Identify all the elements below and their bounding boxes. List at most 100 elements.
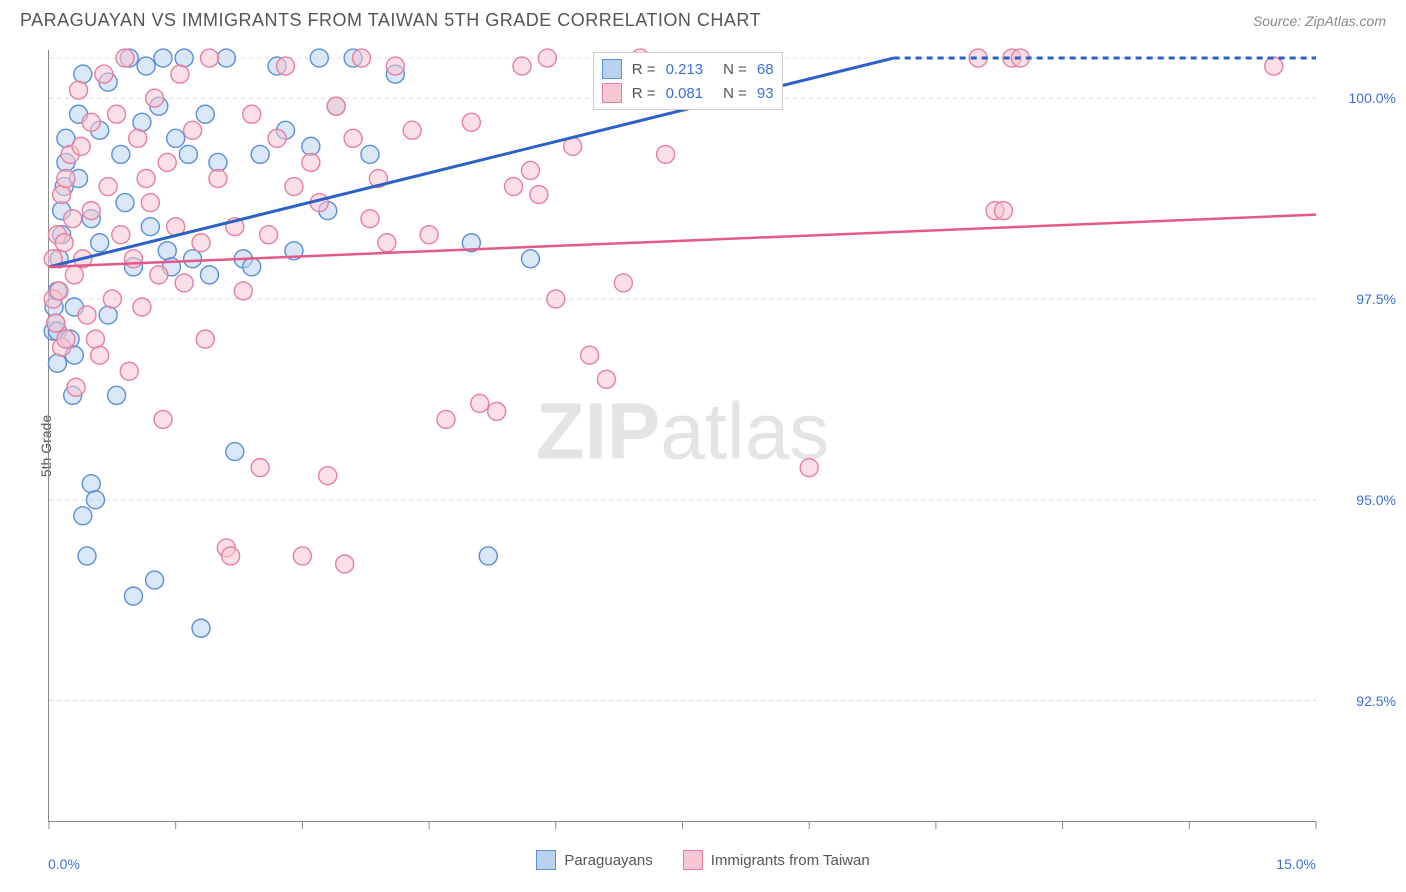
data-point [196,330,214,348]
data-point [124,250,142,268]
data-point [133,298,151,316]
legend-label: Immigrants from Taiwan [711,852,870,869]
correlation-row: R =0.081N =93 [602,81,774,105]
y-tick-label: 97.5% [1356,291,1396,307]
data-point [251,459,269,477]
legend-swatch-icon [602,59,622,79]
data-point [74,65,92,83]
data-point [471,394,489,412]
data-point [336,555,354,573]
n-label: N = [723,85,747,102]
n-label: N = [723,61,747,78]
data-point [310,49,328,67]
data-point [800,459,818,477]
data-point [72,137,90,155]
data-point [597,370,615,388]
legend-item: Paraguayans [536,850,652,870]
data-point [505,178,523,196]
data-point [175,49,193,67]
data-point [226,443,244,461]
data-point [112,145,130,163]
data-point [129,129,147,147]
data-point [488,402,506,420]
data-point [386,57,404,75]
y-tick-label: 100.0% [1349,90,1396,106]
data-point [146,571,164,589]
data-point [82,202,100,220]
data-point [184,121,202,139]
data-point [192,234,210,252]
data-point [116,49,134,67]
data-point [268,129,286,147]
data-point [99,306,117,324]
data-point [70,81,88,99]
data-point [547,290,565,308]
data-point [64,210,82,228]
data-point [78,547,96,565]
data-point [222,547,240,565]
data-point [614,274,632,292]
data-point [420,226,438,244]
data-point [302,137,320,155]
data-point [50,282,68,300]
data-point [353,49,371,67]
legend-swatch-icon [683,850,703,870]
n-value: 68 [757,61,774,78]
data-point [53,186,71,204]
data-point [175,274,193,292]
data-point [120,362,138,380]
correlation-row: R =0.213N =68 [602,57,774,81]
data-point [251,145,269,163]
data-point [103,290,121,308]
data-point [285,178,303,196]
data-point [154,49,172,67]
data-point [530,186,548,204]
data-point [91,346,109,364]
data-point [196,105,214,123]
data-point [243,105,261,123]
data-point [179,145,197,163]
data-point [277,57,295,75]
data-point [513,57,531,75]
data-point [260,226,278,244]
legend-item: Immigrants from Taiwan [683,850,870,870]
y-tick-label: 92.5% [1356,693,1396,709]
correlation-legend: R =0.213N =68R =0.081N =93 [593,52,783,110]
data-point [209,153,227,171]
data-point [158,242,176,260]
r-value: 0.081 [666,85,704,102]
data-point [200,49,218,67]
data-point [108,105,126,123]
data-point [108,386,126,404]
data-point [57,170,75,188]
legend-swatch-icon [602,83,622,103]
data-point [167,129,185,147]
data-point [378,234,396,252]
data-point [657,145,675,163]
data-point [200,266,218,284]
data-point [141,218,159,236]
data-point [116,194,134,212]
data-point [521,250,539,268]
data-point [538,49,556,67]
data-point [47,314,65,332]
data-point [994,202,1012,220]
svg-text:ZIPatlas: ZIPatlas [536,387,829,476]
data-point [150,266,168,284]
data-point [1265,57,1283,75]
data-point [361,210,379,228]
n-value: 93 [757,85,774,102]
data-point [403,121,421,139]
data-point [78,306,96,324]
data-point [48,354,66,372]
data-point [55,234,73,252]
chart-plot-area: ZIPatlas [48,50,1316,822]
data-point [141,194,159,212]
data-point [319,467,337,485]
data-point [133,113,151,131]
data-point [293,547,311,565]
legend-bottom: Paraguayans Immigrants from Taiwan [0,850,1406,870]
data-point [243,258,261,276]
data-point [158,153,176,171]
data-point [479,547,497,565]
